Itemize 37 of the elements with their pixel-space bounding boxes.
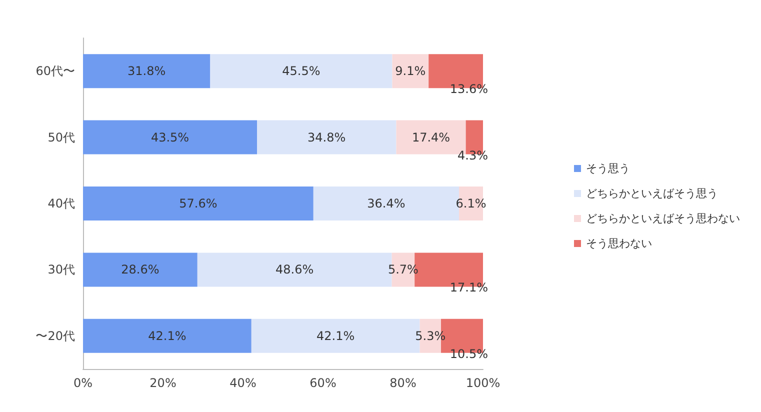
data-label: 34.8%	[308, 130, 346, 144]
data-label: 9.1%	[395, 64, 426, 78]
legend-label: どちらかといえばそう思わない	[586, 212, 740, 225]
data-label: 42.1%	[148, 328, 186, 343]
data-label: 36.4%	[367, 196, 406, 210]
y-tick-label: 40代	[48, 196, 75, 210]
y-tick-label: 30代	[48, 262, 75, 277]
data-label: 6.1%	[456, 196, 486, 210]
data-label: 4.3%	[458, 148, 488, 162]
bar	[83, 54, 210, 88]
bar	[392, 54, 429, 88]
bar	[83, 318, 252, 353]
legend-label: そう思う	[586, 162, 630, 175]
x-tick-label: 20%	[150, 376, 176, 390]
data-label: 28.6%	[121, 262, 160, 277]
x-tick-label: 40%	[230, 376, 256, 390]
data-label: 43.5%	[150, 130, 190, 144]
data-label: 57.6%	[179, 196, 218, 210]
x-tick-label: 80%	[390, 376, 416, 390]
data-label: 48.6%	[276, 262, 314, 277]
data-label: 42.1%	[316, 328, 355, 343]
data-label: 45.5%	[282, 64, 320, 78]
x-tick-label: 0%	[73, 376, 93, 390]
legend-label: どちらかといえばそう思う	[586, 187, 718, 200]
bar	[83, 252, 198, 287]
data-label: 17.4%	[412, 130, 450, 144]
x-tick-label: 100%	[466, 376, 500, 390]
bar	[83, 186, 314, 220]
bar	[257, 120, 396, 154]
y-tick-label: 50代	[48, 130, 75, 144]
x-tick-label: 60%	[310, 376, 336, 390]
bar	[210, 54, 392, 88]
y-tick-label: 〜20代	[36, 328, 75, 343]
legend-label: そう思わない	[586, 237, 652, 250]
bar	[83, 120, 257, 154]
y-tick-label: 60代〜	[36, 64, 75, 78]
data-label: 31.8%	[128, 64, 166, 78]
